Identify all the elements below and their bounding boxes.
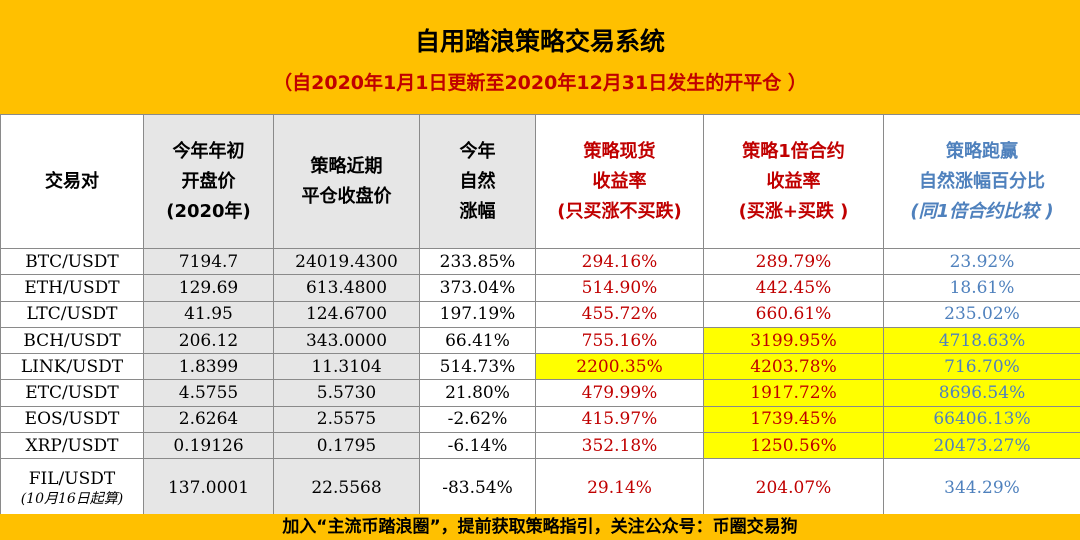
- footer-banner: 加入“主流币踏浪圈”，提前获取策略指引，关注公众号：币圈交易狗: [0, 514, 1080, 540]
- contract-return-cell: 1250.56%: [703, 432, 884, 460]
- table-row: LINK/USDT 1.8399 11.3104 514.73% 2200.35% 420…: [0, 353, 1080, 381]
- pair-cell: LTC/USDT: [0, 300, 144, 328]
- page-subtitle: （自2020年1月1日更新至2020年12月31日发生的开平仓 ）: [273, 72, 807, 94]
- beat-natural-cell: 8696.54%: [883, 379, 1080, 407]
- table-row: BCH/USDT 206.12 343.0000 66.41% 755.16% 3199.…: [0, 326, 1080, 355]
- beat-natural-cell: 20473.27%: [883, 432, 1080, 460]
- close-price-cell: 22.5568: [273, 458, 420, 518]
- spot-return-cell: 514.90%: [535, 274, 704, 302]
- natural-gain-cell: 514.73%: [419, 353, 536, 381]
- table-row: XRP/USDT 0.19126 0.1795 -6.14% 352.18% 1250.5…: [0, 432, 1080, 460]
- close-price-cell: 2.5575: [273, 405, 420, 434]
- header-banner: 自用踏浪策略交易系统 （自2020年1月1日更新至2020年12月31日发生的开…: [0, 0, 1080, 115]
- contract-return-cell: 3199.95%: [703, 326, 884, 355]
- contract-return-cell: 4203.78%: [703, 353, 884, 381]
- open-price-cell: 0.19126: [143, 432, 274, 460]
- spot-return-cell: 455.72%: [535, 300, 704, 328]
- spot-return-cell: 352.18%: [535, 432, 704, 460]
- pair-cell: ETH/USDT: [0, 274, 144, 302]
- table-row: BTC/USDT 7194.7 24019.4300 233.85% 294.16% 28…: [0, 247, 1080, 276]
- spot-return-cell: 479.99%: [535, 379, 704, 407]
- spot-return-cell: 415.97%: [535, 405, 704, 434]
- close-price-cell: 613.4800: [273, 274, 420, 302]
- open-price-cell: 206.12: [143, 326, 274, 355]
- col-header-spot-return: 策略现货 收益率 (只买涨不买跌): [535, 114, 704, 249]
- col-header-beat-natural: 策略跑赢 自然涨幅百分比 (同1倍合约比较 ): [883, 114, 1080, 249]
- beat-natural-cell: 23.92%: [883, 247, 1080, 276]
- natural-gain-cell: 66.41%: [419, 326, 536, 355]
- spot-return-cell: 29.14%: [535, 458, 704, 518]
- natural-gain-cell: -83.54%: [419, 458, 536, 518]
- pair-note: (10月16日起算): [20, 490, 124, 507]
- close-price-cell: 343.0000: [273, 326, 420, 355]
- close-price-cell: 11.3104: [273, 353, 420, 381]
- pair-cell: FIL/USDT (10月16日起算): [0, 458, 144, 518]
- page-title: 自用踏浪策略交易系统: [414, 27, 665, 56]
- table-row: EOS/USDT 2.6264 2.5575 -2.62% 415.97% 1739.45…: [0, 405, 1080, 434]
- open-price-cell: 137.0001: [143, 458, 274, 518]
- contract-return-cell: 289.79%: [703, 247, 884, 276]
- beat-natural-cell: 18.61%: [883, 274, 1080, 302]
- table-row: ETH/USDT 129.69 613.4800 373.04% 514.90% 442.…: [0, 274, 1080, 302]
- contract-return-cell: 660.61%: [703, 300, 884, 328]
- natural-gain-cell: -6.14%: [419, 432, 536, 460]
- open-price-cell: 41.95: [143, 300, 274, 328]
- table-row: ETC/USDT 4.5755 5.5730 21.80% 479.99% 1917.72…: [0, 379, 1080, 407]
- contract-return-cell: 1917.72%: [703, 379, 884, 407]
- natural-gain-cell: 233.85%: [419, 247, 536, 276]
- contract-return-cell: 442.45%: [703, 274, 884, 302]
- table-body: BTC/USDT 7194.7 24019.4300 233.85% 294.16% 28…: [0, 247, 1080, 518]
- spot-return-cell: 294.16%: [535, 247, 704, 276]
- open-price-cell: 1.8399: [143, 353, 274, 381]
- contract-return-cell: 1739.45%: [703, 405, 884, 434]
- table-header-row: 交易对 今年年初 开盘价 (2020年) 策略近期 平仓收盘价 今年 自然 涨幅 策略现货…: [0, 114, 1080, 249]
- natural-gain-cell: 373.04%: [419, 274, 536, 302]
- open-price-cell: 4.5755: [143, 379, 274, 407]
- beat-natural-cell: 4718.63%: [883, 326, 1080, 355]
- natural-gain-cell: 21.80%: [419, 379, 536, 407]
- natural-gain-cell: -2.62%: [419, 405, 536, 434]
- col-header-natural-gain: 今年 自然 涨幅: [419, 114, 536, 249]
- spot-return-cell: 2200.35%: [535, 353, 704, 381]
- col-header-contract-return: 策略1倍合约 收益率 (买涨+买跌 ): [703, 114, 884, 249]
- open-price-cell: 2.6264: [143, 405, 274, 434]
- strategy-table: 交易对 今年年初 开盘价 (2020年) 策略近期 平仓收盘价 今年 自然 涨幅 策略现货…: [0, 114, 1080, 518]
- pair-cell: BCH/USDT: [0, 326, 144, 355]
- close-price-cell: 5.5730: [273, 379, 420, 407]
- pair-label: FIL/USDT: [28, 468, 116, 489]
- pair-cell: ETC/USDT: [0, 379, 144, 407]
- close-price-cell: 124.6700: [273, 300, 420, 328]
- table-row: FIL/USDT (10月16日起算) 137.0001 22.5568 -83.54%…: [0, 458, 1080, 518]
- close-price-cell: 24019.4300: [273, 247, 420, 276]
- open-price-cell: 129.69: [143, 274, 274, 302]
- spot-return-cell: 755.16%: [535, 326, 704, 355]
- open-price-cell: 7194.7: [143, 247, 274, 276]
- pair-cell: LINK/USDT: [0, 353, 144, 381]
- natural-gain-cell: 197.19%: [419, 300, 536, 328]
- beat-natural-cell: 66406.13%: [883, 405, 1080, 434]
- beat-natural-cell: 344.29%: [883, 458, 1080, 518]
- col-header-close-price: 策略近期 平仓收盘价: [273, 114, 420, 249]
- pair-cell: XRP/USDT: [0, 432, 144, 460]
- pair-cell: EOS/USDT: [0, 405, 144, 434]
- pair-cell: BTC/USDT: [0, 247, 144, 276]
- beat-natural-cell: 235.02%: [883, 300, 1080, 328]
- col-header-pair: 交易对: [0, 114, 144, 249]
- table-row: LTC/USDT 41.95 124.6700 197.19% 455.72% 660.6…: [0, 300, 1080, 328]
- contract-return-cell: 204.07%: [703, 458, 884, 518]
- col-header-open-price: 今年年初 开盘价 (2020年): [143, 114, 274, 249]
- close-price-cell: 0.1795: [273, 432, 420, 460]
- beat-natural-cell: 716.70%: [883, 353, 1080, 381]
